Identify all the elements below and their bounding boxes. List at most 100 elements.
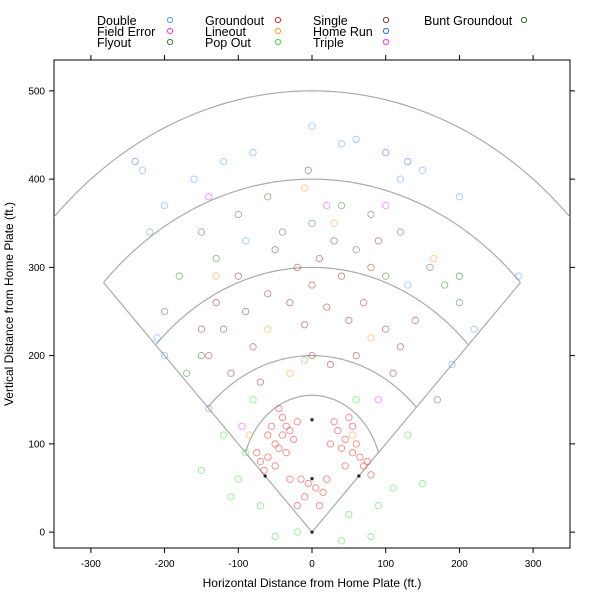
y-tick-label: 500 — [28, 86, 45, 97]
axes: -300 -200 -100 0 100 200 300 0 100 200 300 400 500 — [28, 55, 575, 570]
point-flyout — [441, 281, 449, 289]
point-single — [323, 303, 331, 311]
point-single — [197, 325, 206, 333]
point-flyout — [234, 210, 242, 219]
point-single — [308, 351, 316, 360]
point-groundout — [319, 488, 327, 497]
point-lineout — [330, 219, 338, 227]
point-double — [205, 404, 213, 413]
left-foul-line — [103, 282, 313, 533]
point-pop-out — [374, 501, 382, 510]
point-groundout — [282, 449, 290, 457]
x-tick-label: -200 — [155, 559, 175, 570]
point-single — [286, 299, 294, 307]
point-pop-out — [418, 479, 427, 488]
point-single — [293, 263, 301, 272]
point-single — [367, 263, 375, 272]
legend-label: Double — [97, 14, 137, 28]
point-lineout — [367, 334, 375, 342]
point-double — [352, 135, 360, 144]
point-pop-out — [389, 484, 397, 492]
point-groundout — [264, 453, 272, 461]
point-flyout — [455, 299, 464, 307]
point-single — [382, 325, 390, 333]
point-double — [146, 228, 154, 236]
point-groundout — [367, 471, 375, 479]
point-double — [337, 140, 346, 148]
point-flyout — [212, 254, 220, 263]
point-single — [249, 343, 257, 351]
infield-arc — [244, 394, 380, 453]
legend-key — [166, 27, 174, 35]
point-flyout — [337, 201, 346, 210]
point-pop-out — [367, 532, 375, 541]
point-single — [300, 321, 309, 329]
legend-label: Triple — [313, 36, 344, 50]
point-double — [514, 272, 523, 280]
distance-arc-300 — [155, 266, 469, 346]
point-groundout — [256, 457, 265, 466]
point-double — [404, 281, 412, 289]
point-single — [264, 290, 272, 298]
point-single — [330, 237, 338, 245]
point-flyout — [426, 263, 434, 272]
point-flyout — [382, 272, 390, 280]
point-pop-out — [256, 501, 265, 510]
right-foul-line — [311, 282, 521, 533]
point-groundout — [297, 475, 305, 483]
point-flyout — [160, 307, 169, 316]
point-groundout — [282, 422, 290, 430]
point-lineout — [300, 184, 309, 192]
point-single — [242, 307, 250, 316]
point-field-error — [238, 422, 246, 430]
x-tick-label: -300 — [81, 559, 101, 570]
base-marker — [310, 418, 314, 422]
legend-label: Home Run — [313, 25, 373, 39]
point-groundout — [348, 422, 357, 430]
point-pop-out — [300, 356, 309, 364]
base-marker — [310, 477, 314, 481]
plot-panel — [53, 59, 571, 549]
point-single — [256, 378, 265, 386]
legend-label: Pop Out — [205, 36, 251, 50]
legend-key — [520, 16, 528, 24]
point-flyout — [264, 193, 272, 201]
point-groundout — [312, 484, 320, 492]
base-marker — [263, 474, 267, 478]
point-single — [212, 299, 220, 307]
legend-key — [382, 27, 390, 35]
point-single — [374, 237, 382, 245]
point-flyout — [367, 210, 375, 219]
field-lines — [54, 90, 570, 533]
distance-arc-200 — [207, 355, 417, 408]
legend-label: Bunt Groundout — [424, 14, 513, 28]
y-tick-label: 300 — [28, 263, 45, 274]
point-lineout — [429, 254, 438, 263]
point-groundout — [278, 431, 287, 439]
point-groundout — [275, 444, 283, 452]
point-groundout — [348, 449, 357, 457]
point-groundout — [286, 426, 294, 435]
x-tick-label: 100 — [377, 559, 394, 570]
point-flyout — [278, 228, 287, 236]
base-marker — [357, 474, 361, 478]
point-groundout — [293, 418, 301, 426]
point-groundout — [315, 501, 324, 510]
legend-key — [274, 38, 282, 46]
point-pop-out — [227, 493, 235, 501]
point-single — [271, 246, 279, 254]
point-groundout — [337, 444, 346, 452]
point-groundout — [267, 422, 276, 430]
point-double — [249, 149, 257, 157]
legend-label: Lineout — [205, 25, 247, 39]
point-double — [242, 237, 250, 245]
legend-key — [166, 38, 174, 46]
point-groundout — [330, 418, 338, 426]
point-bunt-groundout — [455, 272, 464, 280]
point-pop-out — [293, 528, 301, 536]
legend-key — [274, 27, 282, 35]
point-field-error — [374, 396, 382, 404]
legend-label: Groundout — [205, 14, 265, 28]
point-flyout — [352, 246, 360, 254]
y-tick-label: 100 — [28, 439, 45, 450]
